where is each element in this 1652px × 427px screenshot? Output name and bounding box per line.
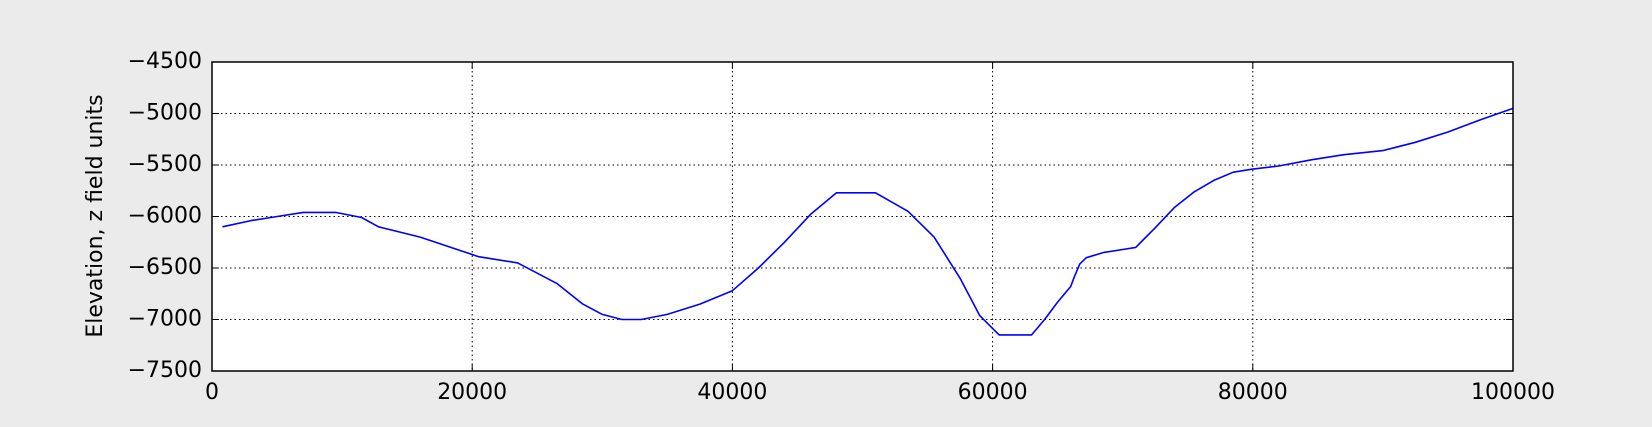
- x-tick-label: 80000: [1218, 380, 1288, 405]
- x-tick-labels: 0 20000 40000 60000 80000 100000: [205, 380, 1555, 405]
- x-tick-label: 60000: [958, 380, 1028, 405]
- y-tick-labels: −4500 −5000 −5500 −6000 −6500 −7000 −7500: [128, 49, 202, 383]
- y-tick-label: −5000: [128, 101, 202, 126]
- grid-lines: [212, 62, 1513, 371]
- elevation-line: [222, 107, 1514, 336]
- y-axis-label: Elevation, z field units: [83, 94, 108, 337]
- y-tick-label: −7000: [128, 307, 202, 332]
- x-tick-label: 0: [205, 380, 219, 405]
- x-tick-label: 40000: [697, 380, 767, 405]
- y-tick-label: −6500: [128, 255, 202, 280]
- y-tick-label: −5500: [128, 152, 202, 177]
- x-tick-label: 100000: [1471, 380, 1555, 405]
- y-tick-label: −4500: [128, 49, 202, 74]
- y-tick-label: −7500: [128, 358, 202, 383]
- series-group: [222, 107, 1514, 336]
- tick-marks: [211, 61, 1514, 372]
- x-tick-label: 20000: [437, 380, 507, 405]
- plot-area: [212, 62, 1513, 371]
- y-tick-label: −6000: [128, 204, 202, 229]
